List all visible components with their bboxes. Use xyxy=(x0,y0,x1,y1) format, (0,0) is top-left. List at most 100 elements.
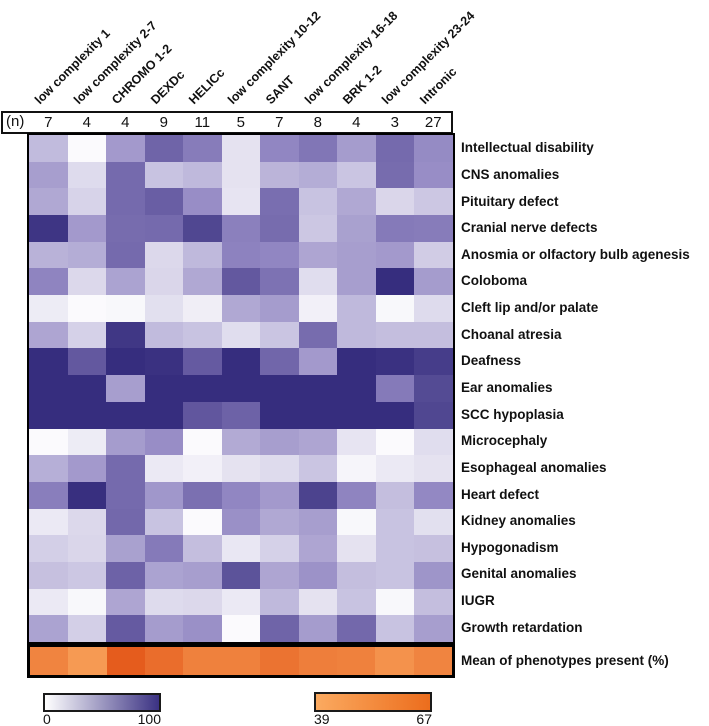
heatmap-cell xyxy=(221,455,261,482)
row-label: IUGR xyxy=(461,593,495,609)
n-value: 8 xyxy=(313,114,322,131)
heatmap-cell xyxy=(144,455,184,482)
heatmap-cell xyxy=(29,508,68,536)
heatmap-cell xyxy=(337,348,376,376)
heatmap-cell xyxy=(260,508,299,536)
row-label: Anosmia or olfactory bulb agenesis xyxy=(461,246,690,262)
heatmap-cell xyxy=(221,535,261,562)
heatmap-cell xyxy=(29,161,68,189)
heatmap-cell xyxy=(298,348,338,376)
heatmap-cell xyxy=(414,535,453,562)
mean-row-cell xyxy=(68,647,107,675)
row-label: Cranial nerve defects xyxy=(461,220,598,236)
heatmap-cell xyxy=(106,241,145,269)
row-label: Choanal atresia xyxy=(461,326,562,342)
heatmap-cell xyxy=(29,535,68,562)
heatmap-cell xyxy=(29,295,68,322)
heatmap-cell xyxy=(106,295,145,322)
heatmap-cell xyxy=(221,135,261,162)
heatmap-cell xyxy=(67,268,107,296)
heatmap-cell xyxy=(67,348,107,376)
heatmap-cell xyxy=(260,401,299,429)
heatmap-cell xyxy=(375,588,415,616)
heatmap-cell xyxy=(221,508,261,536)
heatmap-cell xyxy=(414,215,453,242)
row-label: Growth retardation xyxy=(461,619,583,635)
heatmap-cell xyxy=(375,268,415,296)
heatmap-cell xyxy=(144,268,184,296)
heatmap-cell xyxy=(298,321,338,349)
mean-row-cell xyxy=(260,647,299,675)
row-label: Heart defect xyxy=(461,486,540,502)
heatmap-cell xyxy=(298,508,338,536)
heatmap-cell xyxy=(260,188,299,216)
n-value: 4 xyxy=(82,114,91,131)
heatmap-cell xyxy=(260,268,299,296)
heatmap-cell xyxy=(298,615,338,642)
mean-row-cell xyxy=(106,647,146,675)
mean-row-cell xyxy=(183,647,222,675)
n-value: 5 xyxy=(236,114,245,131)
purple-legend-min: 0 xyxy=(43,711,51,726)
heatmap-cell xyxy=(106,481,145,509)
row-label: Cleft lip and/or palate xyxy=(461,300,599,316)
heatmap-cell xyxy=(144,348,184,376)
heatmap-cell xyxy=(298,268,338,296)
heatmap-cell xyxy=(375,348,415,376)
heatmap-cell xyxy=(144,295,184,322)
heatmap-cell xyxy=(221,588,261,616)
heatmap-cell xyxy=(221,615,261,642)
heatmap-cell xyxy=(106,588,145,616)
n-value: 3 xyxy=(390,114,399,131)
n-value: 4 xyxy=(352,114,361,131)
heatmap-cell xyxy=(375,241,415,269)
heatmap-cell xyxy=(298,561,338,589)
heatmap-cell xyxy=(144,375,184,402)
heatmap-cell xyxy=(260,295,299,322)
heatmap-cell xyxy=(183,268,222,296)
heatmap-cell xyxy=(106,561,145,589)
heatmap-cell xyxy=(414,375,453,402)
heatmap-cell xyxy=(375,215,415,242)
heatmap-cell xyxy=(375,535,415,562)
heatmap-cell xyxy=(375,508,415,536)
heatmap-cell xyxy=(144,215,184,242)
heatmap-cell xyxy=(337,401,376,429)
heatmap-cell xyxy=(298,588,338,616)
column-header: HELICc xyxy=(186,65,228,107)
n-value: 7 xyxy=(275,114,284,131)
heatmap-cell xyxy=(67,481,107,509)
heatmap-cell xyxy=(260,561,299,589)
heatmap-cell xyxy=(221,295,261,322)
heatmap-cell xyxy=(183,401,222,429)
heatmap-cell xyxy=(183,588,222,616)
purple-legend-max: 100 xyxy=(137,711,161,726)
heatmap-cell xyxy=(106,188,145,216)
column-header: SANT xyxy=(263,73,298,107)
heatmap-cell xyxy=(106,428,145,456)
heatmap-cell xyxy=(144,535,184,562)
heatmap-cell xyxy=(375,481,415,509)
heatmap-cell xyxy=(221,348,261,376)
heatmap-cell xyxy=(106,401,145,429)
heatmap-cell xyxy=(183,508,222,536)
heatmap-cell xyxy=(414,481,453,509)
mean-row-cell xyxy=(221,647,261,675)
heatmap-cell xyxy=(337,455,376,482)
row-label: Coloboma xyxy=(461,273,527,289)
heatmap-cell xyxy=(106,615,145,642)
heatmap-cell xyxy=(67,615,107,642)
heatmap-cell xyxy=(183,188,222,216)
heatmap-cell xyxy=(337,615,376,642)
heatmap-cell xyxy=(221,375,261,402)
heatmap-cell xyxy=(298,135,338,162)
heatmap-cell xyxy=(414,508,453,536)
heatmap-cell xyxy=(298,428,338,456)
heatmap-cell xyxy=(375,135,415,162)
heatmap-cell xyxy=(375,401,415,429)
heatmap-cell xyxy=(67,295,107,322)
heatmap-cell xyxy=(67,588,107,616)
heatmap-cell xyxy=(221,321,261,349)
heatmap-cell xyxy=(298,188,338,216)
